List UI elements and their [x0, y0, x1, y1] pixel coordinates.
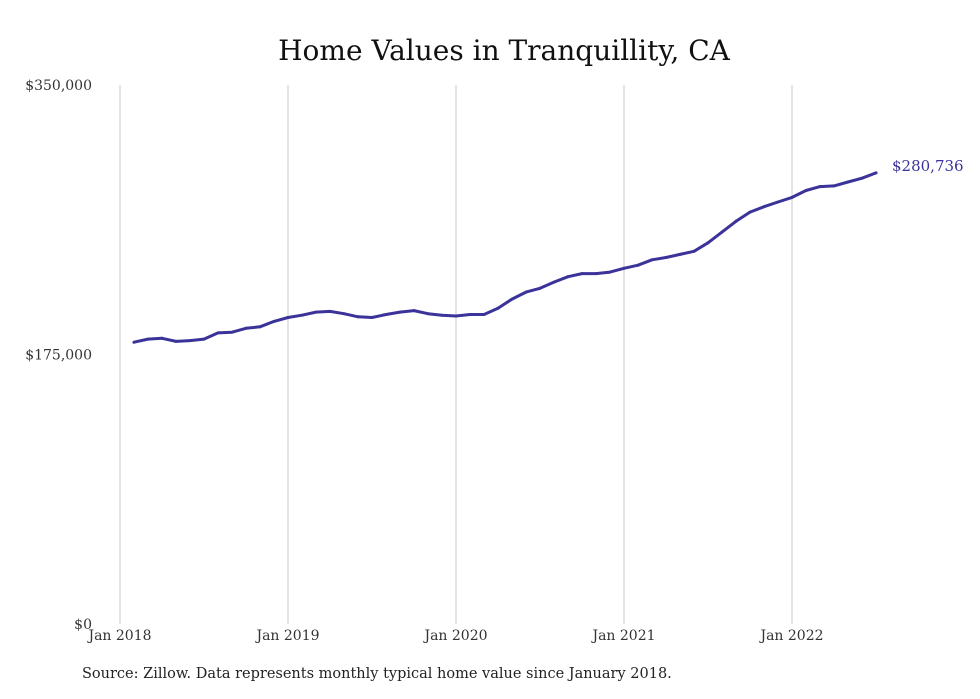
- data-point: [860, 176, 864, 180]
- data-point: [286, 316, 290, 319]
- data-point: [608, 270, 612, 274]
- data-point: [370, 316, 374, 319]
- data-point: [300, 313, 304, 317]
- data-point: [538, 286, 542, 290]
- data-point: [846, 180, 850, 184]
- x-tick-label: Jan 2022: [758, 628, 823, 644]
- data-point: [132, 340, 136, 344]
- data-point: [622, 266, 626, 270]
- chart-title: Home Values in Tranquillity, CA: [278, 34, 730, 67]
- data-point: [790, 195, 794, 199]
- source-note: Source: Zillow. Data represents monthly …: [82, 666, 672, 682]
- data-point: [566, 275, 570, 279]
- data-point: [692, 249, 696, 253]
- data-point: [188, 339, 192, 343]
- data-point: [412, 309, 416, 313]
- data-point: [524, 290, 528, 294]
- axes: Jan 2018 Jan 2019 Jan 2020 Jan 2021 Jan 2022…: [25, 78, 823, 644]
- data-point: [258, 325, 262, 329]
- data-point: [328, 309, 332, 313]
- data-point: [454, 314, 458, 318]
- data-point: [384, 313, 388, 316]
- data-point: [160, 336, 164, 340]
- data-point: [244, 326, 248, 330]
- x-tick-label: Jan 2020: [422, 628, 487, 644]
- data-point: [230, 330, 234, 334]
- data-point: [496, 306, 500, 310]
- data-point: [398, 310, 402, 314]
- data-point: [832, 184, 836, 188]
- data-point: [440, 313, 444, 317]
- y-tick-label: $175,000: [25, 348, 92, 364]
- data-point: [678, 252, 682, 256]
- x-tick-label: Jan 2018: [86, 628, 151, 644]
- data-point: [342, 312, 346, 316]
- y-tick-label: $350,000: [25, 78, 92, 94]
- data-point: [356, 315, 360, 319]
- y-tick-label: $0: [74, 617, 92, 633]
- data-point: [552, 280, 556, 284]
- data-point: [762, 205, 766, 209]
- data-point: [818, 185, 822, 189]
- data-point: [664, 256, 668, 259]
- data-point: [706, 241, 710, 245]
- data-point: [216, 331, 220, 335]
- grid-lines: [119, 85, 793, 624]
- data-point: [748, 210, 752, 214]
- data-point: [650, 258, 654, 262]
- data-point: [426, 312, 430, 316]
- data-point: [468, 313, 472, 316]
- data-point: [314, 310, 318, 314]
- data-point: [202, 337, 206, 341]
- x-tick-label: Jan 2021: [590, 628, 655, 644]
- series-layer: $280,736: [132, 157, 964, 344]
- series-line: [132, 171, 878, 344]
- data-point: [874, 171, 878, 175]
- data-point: [510, 297, 514, 301]
- data-point: [720, 230, 724, 234]
- data-point: [272, 319, 276, 323]
- data-point: [636, 263, 640, 267]
- data-point: [776, 200, 780, 204]
- data-point: [146, 337, 150, 341]
- data-point: [482, 313, 486, 316]
- end-value-label: $280,736: [892, 157, 964, 175]
- data-point: [734, 219, 738, 223]
- data-point: [804, 189, 808, 192]
- data-point: [174, 339, 178, 343]
- x-tick-label: Jan 2019: [254, 628, 319, 644]
- data-point: [594, 272, 598, 276]
- data-point: [580, 272, 584, 276]
